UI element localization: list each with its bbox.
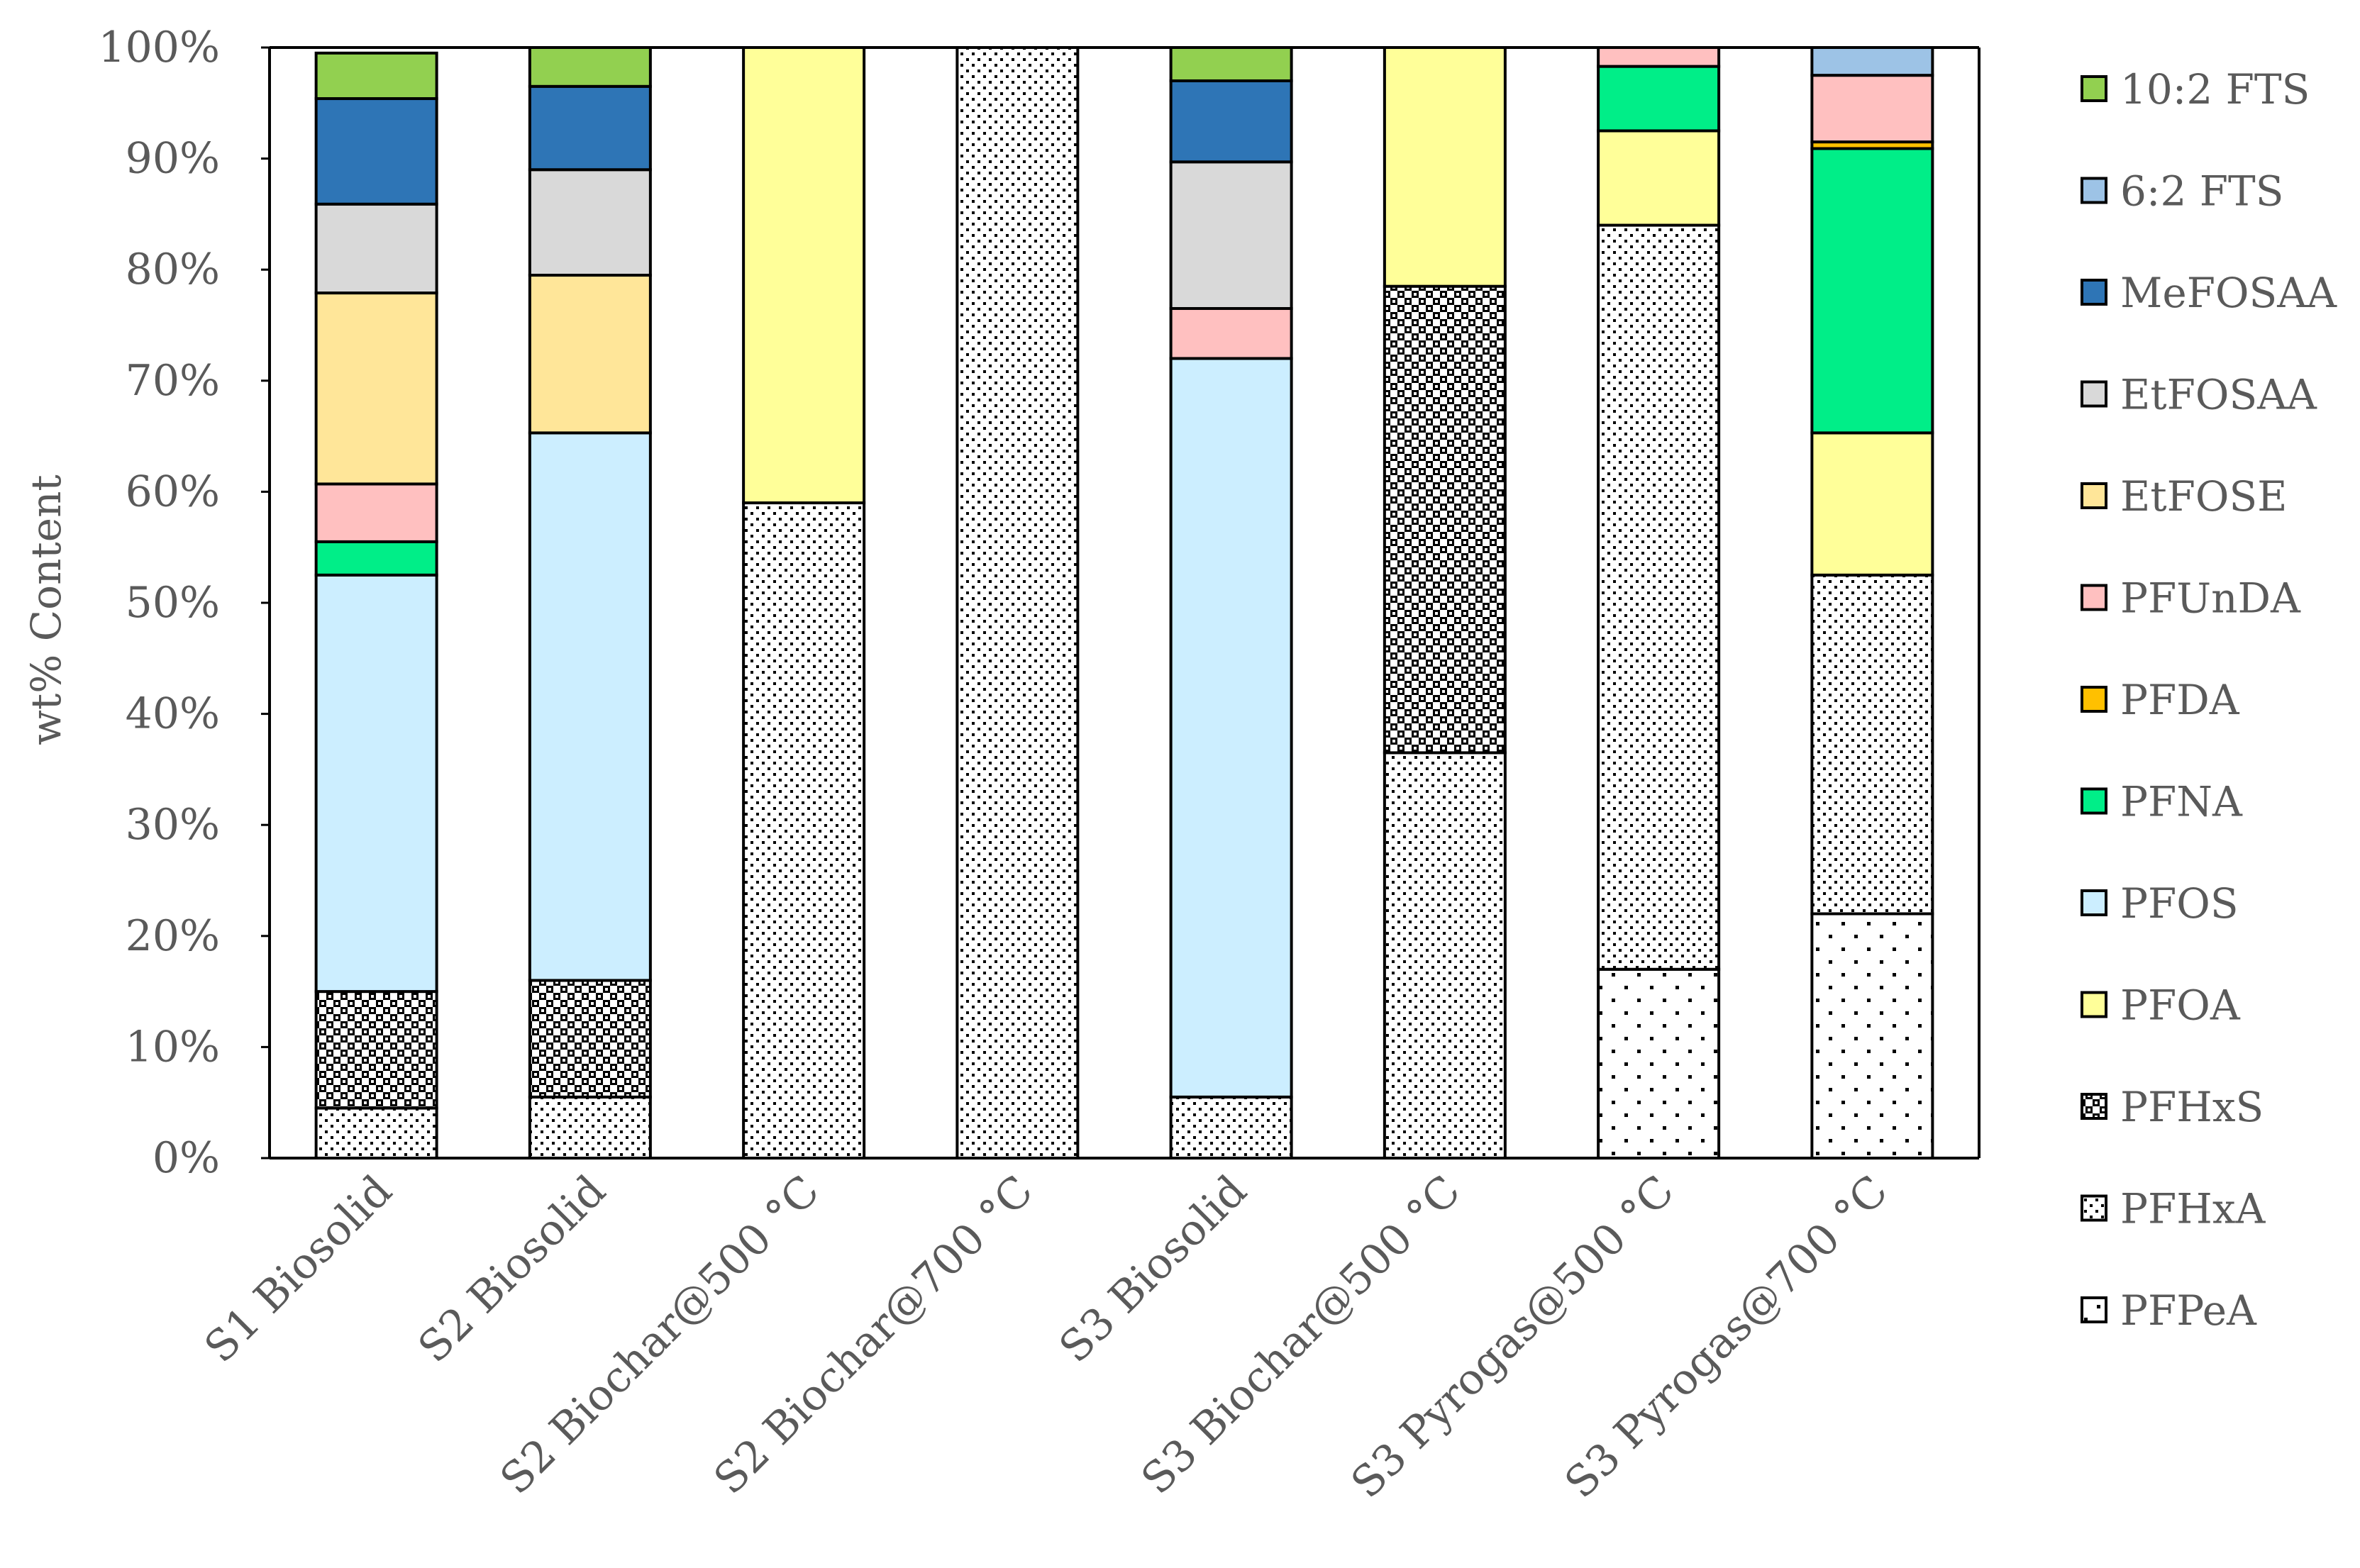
bar-segment-etfosaa: [314, 202, 438, 295]
x-category-label: S2 Biosolid: [409, 1166, 616, 1372]
legend-swatch-10-2-fts: [2081, 75, 2107, 102]
bar-segment-pfunda: [1810, 74, 1934, 144]
legend-label-pfhxa: PFHxA: [2120, 1185, 2266, 1233]
bar-segment-pfoa: [1810, 431, 1934, 577]
legend-swatch-pfhxs: [2081, 1093, 2107, 1120]
y-tick-label: 0%: [153, 1133, 220, 1183]
legend-label-pfunda: PFUnDA: [2120, 574, 2301, 623]
y-tick-label: 70%: [126, 356, 220, 406]
legend-label-mefosaa: MeFOSAA: [2120, 269, 2337, 317]
bar-segment-pfna: [1597, 65, 1721, 133]
legend-label-pfoa: PFOA: [2120, 982, 2241, 1030]
legend-swatch-pfpea: [2081, 1296, 2107, 1323]
bar-segment-pfoa: [742, 46, 866, 505]
legend-label-pfos: PFOS: [2120, 879, 2239, 928]
bar-segment-pfoa: [1597, 129, 1721, 227]
x-category-label: S1 Biosolid: [195, 1166, 401, 1372]
bar-segment-mefosaa: [1169, 79, 1293, 164]
bar-segment-pfunda: [1597, 46, 1721, 68]
legend-label-6-2-fts: 6:2 FTS: [2120, 167, 2283, 216]
bar-segment-pfhxs: [528, 979, 652, 1099]
bar-segment-pfhxa: [742, 501, 866, 1160]
y-tick-label: 80%: [126, 245, 220, 294]
y-tick-label: 30%: [126, 800, 220, 850]
bar-segment-pfpea: [1597, 967, 1721, 1160]
bar-segment-etfosaa: [528, 168, 652, 277]
bar-segment-pfhxa: [528, 1095, 652, 1160]
legend-swatch-6-2-fts: [2081, 177, 2107, 204]
y-tick-label: 90%: [126, 134, 220, 184]
bar-segment-10-2-fts: [1169, 46, 1293, 82]
legend-swatch-etfose: [2081, 482, 2107, 509]
bar-segment-pfhxa: [955, 46, 1080, 1160]
y-tick-label: 40%: [126, 689, 220, 739]
bar-segment-pfoa: [1383, 46, 1507, 288]
bar-segment-10-2-fts: [528, 46, 652, 88]
legend-swatch-pfna: [2081, 787, 2107, 815]
legend-swatch-pfoa: [2081, 991, 2107, 1018]
legend-label-etfose: EtFOSE: [2120, 472, 2288, 521]
legend-swatch-etfosaa: [2081, 380, 2107, 408]
bar-segment-pfunda: [1169, 307, 1293, 360]
bar-segment-etfose: [528, 274, 652, 435]
bar-segment-pfhxa: [1597, 223, 1721, 971]
legend-swatch-pfos: [2081, 889, 2107, 916]
bar-segment-pfpea: [1810, 912, 1934, 1160]
legend-swatch-pfunda: [2081, 584, 2107, 611]
legend-swatch-pfda: [2081, 686, 2107, 713]
bar-segment-mefosaa: [314, 97, 438, 206]
bar-segment-etfosaa: [1169, 160, 1293, 311]
legend-label-pfhxs: PFHxS: [2120, 1083, 2264, 1131]
legend-swatch-pfhxa: [2081, 1194, 2107, 1222]
bar-segment-pfhxa: [1169, 1095, 1293, 1160]
bar-segment-pfhxa: [314, 1106, 438, 1160]
bar-segment-pfna: [1810, 147, 1934, 435]
y-axis-title: wt% Content: [22, 474, 70, 745]
bar-segment-10-2-fts: [314, 51, 438, 101]
bar-segment-pfhxa: [1383, 751, 1507, 1160]
y-tick-label: 100%: [98, 23, 220, 72]
legend-label-etfosaa: EtFOSAA: [2120, 371, 2317, 419]
bar-segment-mefosaa: [528, 84, 652, 172]
y-tick-label: 20%: [126, 911, 220, 961]
y-tick-label: 10%: [126, 1022, 220, 1072]
legend-swatch-mefosaa: [2081, 279, 2107, 306]
bar-segment-pfos: [314, 573, 438, 994]
bar-segment-6-2-fts: [1810, 46, 1934, 77]
bar-segment-pfunda: [314, 482, 438, 543]
legend-label-pfpea: PFPeA: [2120, 1286, 2257, 1335]
x-category-label: S3 Biosolid: [1050, 1166, 1256, 1372]
bar-segment-etfose: [314, 291, 438, 486]
y-tick-label: 50%: [126, 578, 220, 628]
bar-segment-pfhxa: [1810, 573, 1934, 916]
bar-segment-pfhxs: [314, 990, 438, 1110]
legend-label-pfna: PFNA: [2120, 778, 2243, 826]
bar-segment-pfna: [314, 540, 438, 577]
legend-label-pfda: PFDA: [2120, 676, 2240, 724]
bar-segment-pfos: [1169, 357, 1293, 1099]
y-tick-label: 60%: [126, 467, 220, 516]
bar-segment-pfos: [528, 431, 652, 982]
bar-segment-pfhxs: [1383, 284, 1507, 755]
legend-label-10-2-fts: 10:2 FTS: [2120, 65, 2310, 113]
